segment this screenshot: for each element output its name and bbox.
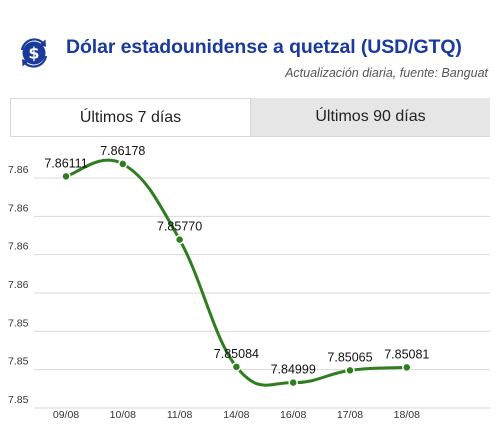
y-tick-label: 7.85 (8, 356, 29, 368)
x-tick-label: 18/08 (394, 409, 420, 421)
period-tabs: Últimos 7 días Últimos 90 días (10, 98, 490, 137)
data-point[interactable] (345, 365, 355, 376)
y-tick-label: 7.86 (8, 202, 29, 214)
data-label: 7.85770 (157, 220, 202, 234)
page-subtitle: Actualización diaria, fuente: Banguat (285, 66, 488, 80)
tab-last-7-days[interactable]: Últimos 7 días (10, 98, 251, 136)
y-tick-label: 7.86 (8, 164, 29, 176)
y-tick-label: 7.85 (8, 394, 29, 406)
x-tick-label: 17/08 (337, 409, 363, 421)
tab-label: Últimos 90 días (315, 108, 426, 125)
x-tick-label: 14/08 (223, 409, 249, 421)
data-point[interactable] (118, 159, 128, 169)
data-point[interactable] (174, 234, 185, 245)
data-label: 7.85081 (384, 347, 429, 361)
dollar-exchange-icon: $ (20, 38, 48, 68)
data-label: 7.84999 (271, 363, 316, 377)
y-tick-label: 7.85 (8, 317, 29, 329)
x-tick-label: 09/08 (53, 409, 79, 421)
svg-text:$: $ (28, 44, 39, 63)
y-tick-label: 7.86 (8, 279, 29, 291)
exchange-rate-chart: 7.86 7.86 7.86 7.86 7.85 7.85 7.85 7.86111 09/08… (8, 144, 490, 421)
y-tick-label: 7.86 (8, 241, 29, 253)
data-point[interactable] (402, 362, 412, 373)
tab-last-90-days[interactable]: Últimos 90 días (251, 98, 490, 136)
data-point[interactable] (231, 362, 242, 372)
x-tick-label: 11/08 (167, 409, 193, 421)
data-label: 7.85084 (214, 347, 259, 361)
data-label: 7.86178 (100, 144, 145, 158)
x-tick-label: 16/08 (280, 409, 306, 421)
header: $ Dólar estadounidense a quetzal (USD/GT… (0, 0, 500, 90)
data-label: 7.86111 (44, 156, 87, 170)
data-point[interactable] (288, 377, 298, 388)
x-tick-label: 10/08 (110, 409, 136, 421)
tab-label: Últimos 7 días (79, 108, 182, 126)
page-title: Dólar estadounidense a quetzal (USD/GTQ) (66, 36, 462, 58)
data-point[interactable] (61, 171, 71, 182)
data-label: 7.85065 (327, 350, 372, 364)
